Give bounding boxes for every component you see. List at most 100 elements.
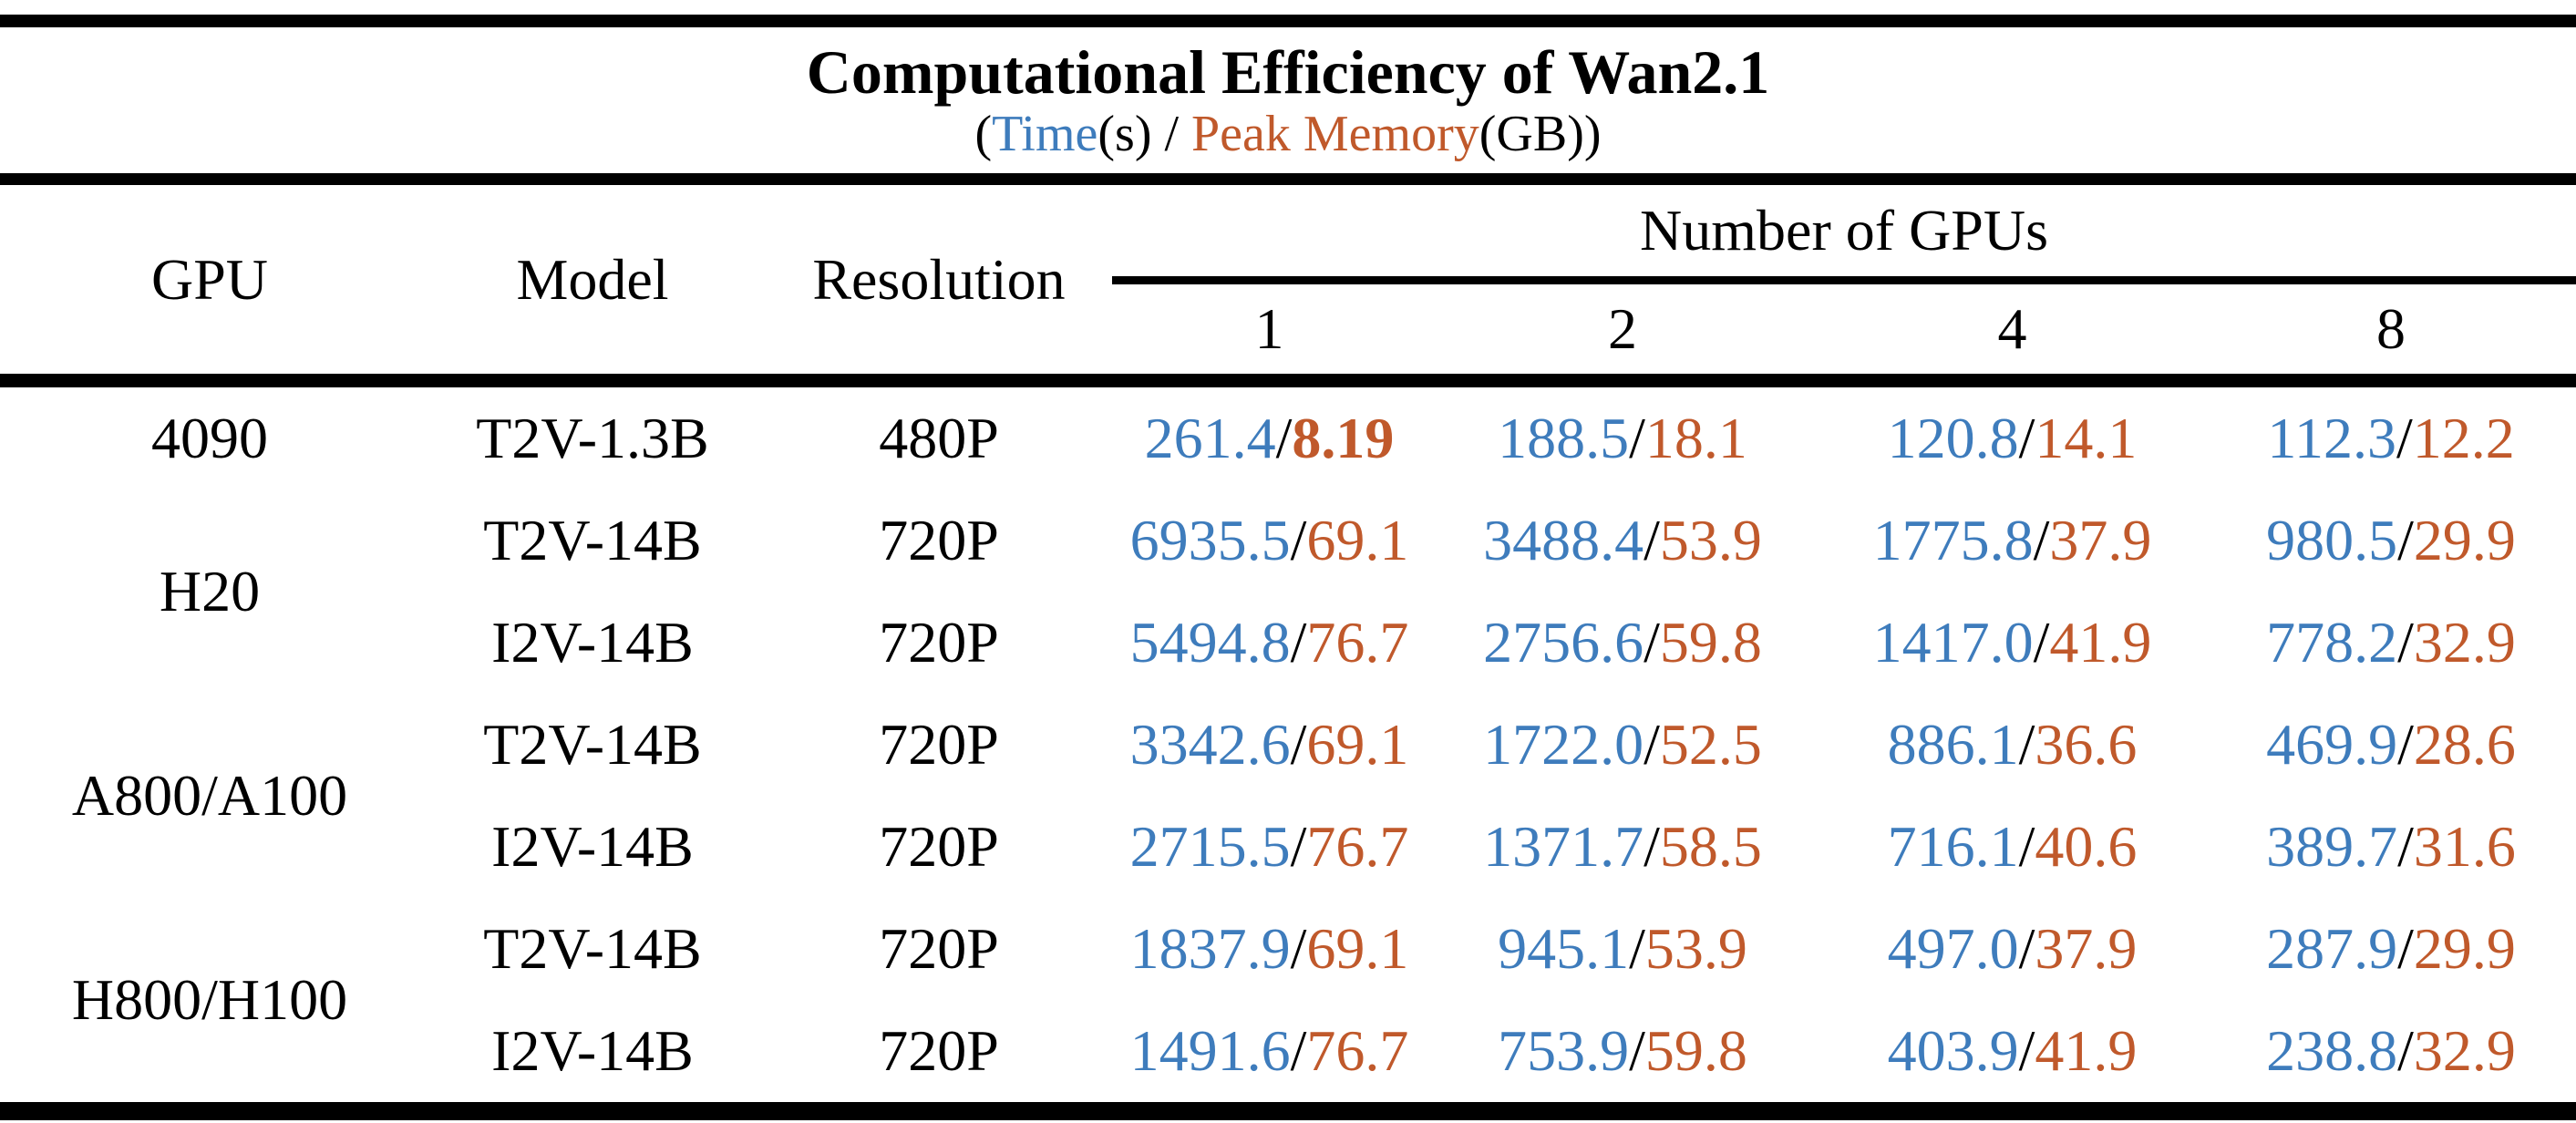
metric-cell: 5494.8/76.7 (1112, 592, 1427, 694)
time-legend-label: Time (992, 106, 1098, 163)
time-value: 945.1 (1498, 916, 1630, 981)
time-value: 120.8 (1887, 406, 2019, 470)
metric-cell: 112.3/12.2 (2206, 381, 2576, 490)
metric-cell: 980.5/29.9 (2206, 489, 2576, 592)
subtitle-open-paren: ( (974, 106, 993, 163)
table-row: I2V-14B 720P 2715.5/76.7 1371.7/58.5 716… (0, 796, 2576, 898)
time-value: 287.9 (2266, 916, 2398, 981)
memory-value: 18.1 (1644, 406, 1747, 470)
time-value: 886.1 (1887, 712, 2019, 777)
table-header: GPU Model Resolution Number of GPUs 1 2 … (0, 179, 2576, 387)
slash-separator: / (1629, 1018, 1645, 1083)
memory-value: 29.9 (2413, 916, 2516, 981)
metric-cell: 1722.0/52.5 (1427, 694, 1819, 796)
col-header-number-of-gpus: Number of GPUs (1112, 179, 2576, 284)
time-value: 1775.8 (1872, 508, 2034, 572)
col-header-4-gpus: 4 (1819, 280, 2206, 387)
metric-cell: 238.8/32.9 (2206, 1000, 2576, 1111)
memory-value: 59.8 (1644, 1018, 1747, 1083)
model-cell: I2V-14B (491, 814, 694, 879)
metric-cell: 778.2/32.9 (2206, 592, 2576, 694)
slash-separator: / (1643, 712, 1660, 777)
subtitle-middle-text: (s) / (1097, 106, 1192, 163)
memory-value: 41.9 (2049, 610, 2152, 675)
memory-value: 69.1 (1306, 712, 1409, 777)
efficiency-table: GPU Model Resolution Number of GPUs 1 2 … (0, 173, 2576, 1120)
time-value: 188.5 (1498, 406, 1630, 470)
resolution-cell: 720P (879, 508, 999, 572)
slash-separator: / (1629, 406, 1645, 470)
time-value: 1722.0 (1483, 712, 1644, 777)
metric-cell: 287.9/29.9 (2206, 898, 2576, 1000)
table-row: A800/A100 T2V-14B 720P 3342.6/69.1 1722.… (0, 694, 2576, 828)
table-row: 4090 T2V-1.3B 480P 261.4/8.19 188.5/18.1… (0, 381, 2576, 490)
resolution-cell: 720P (879, 610, 999, 675)
model-cell: T2V-1.3B (476, 406, 709, 470)
slash-separator: / (1290, 508, 1307, 572)
table-row: I2V-14B 720P 5494.8/76.7 2756.6/59.8 141… (0, 592, 2576, 694)
slash-separator: / (1290, 1018, 1307, 1083)
time-value: 3342.6 (1129, 712, 1291, 777)
figure-subtitle: (Time(s) / Peak Memory(GB)) (0, 106, 2576, 163)
time-value: 1837.9 (1129, 916, 1291, 981)
slash-separator: / (2397, 610, 2414, 675)
metric-cell: 3342.6/69.1 (1112, 694, 1427, 796)
gpu-name-cell: H800/H100 (71, 967, 348, 1032)
time-value: 112.3 (2267, 406, 2396, 470)
memory-value: 28.6 (2413, 712, 2516, 777)
time-value: 6935.5 (1129, 508, 1291, 572)
table-row: H800/H100 T2V-14B 720P 1837.9/69.1 945.1… (0, 898, 2576, 1032)
slash-separator: / (2397, 916, 2414, 981)
memory-value: 69.1 (1306, 508, 1409, 572)
model-cell: I2V-14B (491, 610, 694, 675)
subtitle-close-paren: (GB)) (1479, 106, 1602, 163)
metric-cell: 261.4/8.19 (1112, 381, 1427, 490)
metric-cell: 753.9/59.8 (1427, 1000, 1819, 1111)
metric-cell: 188.5/18.1 (1427, 381, 1819, 490)
slash-separator: / (1290, 916, 1307, 981)
metric-cell: 1491.6/76.7 (1112, 1000, 1427, 1111)
slash-separator: / (2033, 508, 2050, 572)
metric-cell: 6935.5/69.1 (1112, 489, 1427, 592)
metric-cell: 3488.4/53.9 (1427, 489, 1819, 592)
time-value: 753.9 (1498, 1018, 1630, 1083)
table-row: H20 T2V-14B 720P 6935.5/69.1 3488.4/53.9… (0, 489, 2576, 623)
time-value: 238.8 (2266, 1018, 2398, 1083)
memory-value: 53.9 (1644, 916, 1747, 981)
metric-cell: 886.1/36.6 (1819, 694, 2206, 796)
memory-value: 76.7 (1306, 814, 1409, 879)
memory-value: 76.7 (1306, 610, 1409, 675)
metric-cell: 716.1/40.6 (1819, 796, 2206, 898)
slash-separator: / (1643, 814, 1660, 879)
slash-separator: / (2397, 1018, 2414, 1083)
peak-memory-legend-label: Peak Memory (1191, 106, 1479, 163)
memory-value: 32.9 (2413, 1018, 2516, 1083)
slash-separator: / (1290, 610, 1307, 675)
col-header-resolution: Resolution (766, 179, 1112, 387)
metric-cell: 1837.9/69.1 (1112, 898, 1427, 1000)
header-row-counts: 1 2 4 8 (0, 280, 2576, 387)
time-value: 716.1 (1887, 814, 2019, 879)
metric-cell: 2756.6/59.8 (1427, 592, 1819, 694)
time-value: 403.9 (1887, 1018, 2019, 1083)
memory-value: 31.6 (2413, 814, 2516, 879)
table-row: I2V-14B 720P 1491.6/76.7 753.9/59.8 403.… (0, 1000, 2576, 1111)
memory-value: 14.1 (2035, 406, 2138, 470)
col-header-1-gpu: 1 (1112, 280, 1427, 387)
slash-separator: / (1629, 916, 1645, 981)
time-value: 2756.6 (1483, 610, 1644, 675)
slash-separator: / (2397, 712, 2414, 777)
metric-cell: 403.9/41.9 (1819, 1000, 2206, 1111)
memory-value: 41.9 (2035, 1018, 2138, 1083)
table-body: 4090 T2V-1.3B 480P 261.4/8.19 188.5/18.1… (0, 381, 2576, 1112)
time-value: 389.7 (2266, 814, 2398, 879)
resolution-cell: 720P (879, 1018, 999, 1083)
memory-value: 12.2 (2412, 406, 2515, 470)
memory-value: 59.8 (1659, 610, 1762, 675)
col-header-model: Model (419, 179, 766, 387)
metric-cell: 1371.7/58.5 (1427, 796, 1819, 898)
gpu-name-cell: 4090 (151, 406, 268, 470)
slash-separator: / (1290, 814, 1307, 879)
time-value: 1491.6 (1129, 1018, 1291, 1083)
memory-value: 32.9 (2413, 610, 2516, 675)
